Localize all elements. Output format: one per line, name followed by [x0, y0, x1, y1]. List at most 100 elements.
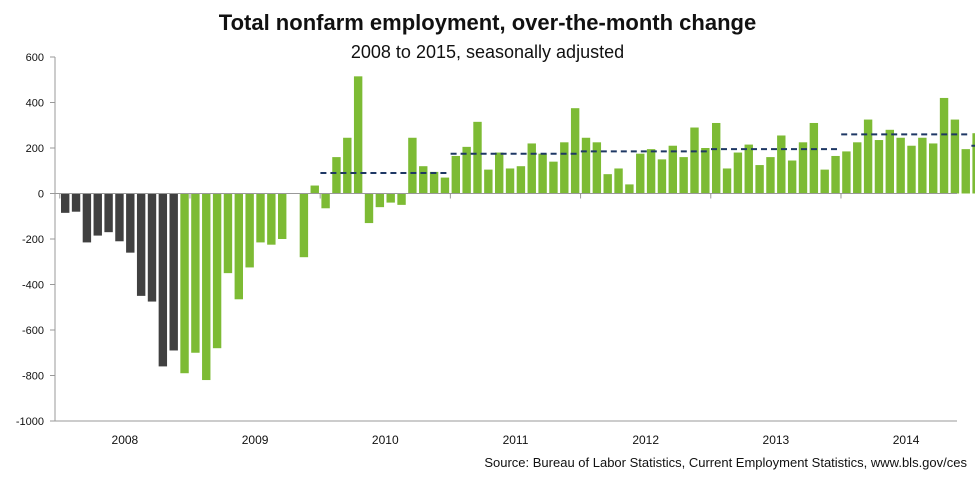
x-tick-label: 2010	[372, 433, 399, 447]
x-tick-label: 2011	[503, 433, 529, 447]
bar	[495, 152, 504, 194]
bar	[853, 142, 862, 194]
bar	[451, 155, 460, 194]
bar	[657, 159, 667, 194]
bar	[245, 193, 254, 268]
bar	[842, 151, 851, 194]
bar	[701, 148, 710, 194]
average-lines-group	[320, 133, 975, 175]
bar	[126, 193, 135, 253]
bar	[787, 160, 797, 194]
bar	[419, 166, 428, 194]
bar	[158, 193, 168, 367]
bar	[798, 142, 808, 194]
bar	[929, 143, 938, 194]
bar	[310, 185, 319, 194]
bar	[136, 193, 146, 296]
bar	[560, 142, 569, 194]
bar	[863, 119, 873, 194]
bar	[744, 144, 753, 194]
bar	[516, 166, 526, 194]
bar	[668, 145, 677, 194]
bar	[690, 127, 699, 194]
y-tick-label: 400	[26, 98, 44, 110]
bar	[603, 174, 612, 194]
bar	[278, 193, 287, 239]
bar	[375, 193, 385, 208]
bar	[473, 121, 482, 194]
x-tick-label: 2014	[893, 433, 920, 447]
chart-plot: 600 400 200 0 -200 -400 -600 -800 -1000 2008 2009…	[16, 52, 975, 447]
bar	[820, 169, 829, 194]
bar	[939, 97, 949, 194]
bar	[429, 171, 439, 194]
bar	[972, 133, 975, 194]
y-tick-label: 600	[26, 52, 44, 64]
bar	[147, 193, 157, 302]
axes-group	[54, 57, 957, 422]
y-axis: 600 400 200 0 -200 -400 -600 -800 -1000	[16, 52, 55, 428]
bar	[332, 157, 341, 194]
bar	[538, 153, 547, 194]
bar	[961, 149, 970, 194]
bar	[191, 193, 200, 353]
bar	[896, 137, 905, 194]
bar	[104, 193, 113, 233]
bar	[722, 168, 732, 194]
bar	[918, 137, 927, 194]
bar	[907, 145, 916, 194]
bars-group	[61, 76, 975, 381]
chart-subtitle: 2008 to 2015, seasonally adjusted	[350, 42, 625, 62]
bar	[570, 108, 580, 194]
bar	[614, 168, 623, 194]
bar	[408, 137, 417, 194]
bar	[256, 193, 265, 243]
y-tick-label: -200	[22, 234, 44, 246]
bar	[581, 137, 591, 194]
bar	[755, 165, 764, 194]
bar	[636, 153, 645, 194]
bar	[364, 193, 374, 224]
y-tick-label: 0	[38, 189, 44, 201]
bar	[386, 193, 395, 203]
bar	[484, 169, 493, 194]
bar	[93, 193, 102, 236]
bar	[343, 137, 352, 194]
x-tick-label: 2009	[242, 433, 269, 447]
bar	[592, 142, 602, 194]
x-tick-label: 2013	[763, 433, 790, 447]
bar	[950, 119, 960, 194]
bar	[625, 184, 634, 194]
bar	[353, 76, 363, 194]
bar	[234, 193, 243, 300]
y-tick-label: -1000	[16, 416, 44, 428]
bar	[679, 157, 688, 194]
bar	[299, 193, 309, 258]
bar	[267, 193, 276, 245]
bar	[646, 149, 656, 194]
bar	[115, 193, 124, 242]
bar	[885, 129, 894, 194]
bar	[777, 135, 786, 194]
y-tick-label: 200	[26, 143, 44, 155]
bar	[527, 143, 536, 194]
bar	[202, 193, 211, 381]
y-tick-label: -800	[22, 371, 44, 383]
bar	[212, 193, 222, 349]
bar	[321, 193, 330, 209]
bar	[505, 168, 515, 194]
x-tick-label: 2012	[632, 433, 659, 447]
bar	[733, 152, 743, 194]
bar	[82, 193, 92, 243]
x-tick-label: 2008	[112, 433, 139, 447]
bar	[809, 122, 819, 194]
bar	[874, 140, 884, 194]
y-tick-label: -400	[22, 280, 44, 292]
bar	[462, 146, 471, 194]
bar	[180, 193, 189, 374]
x-axis: 20082009201020112012201320142015	[112, 433, 920, 447]
bar	[766, 157, 775, 194]
bar	[440, 177, 450, 194]
bar	[712, 122, 721, 194]
bar	[223, 193, 233, 274]
